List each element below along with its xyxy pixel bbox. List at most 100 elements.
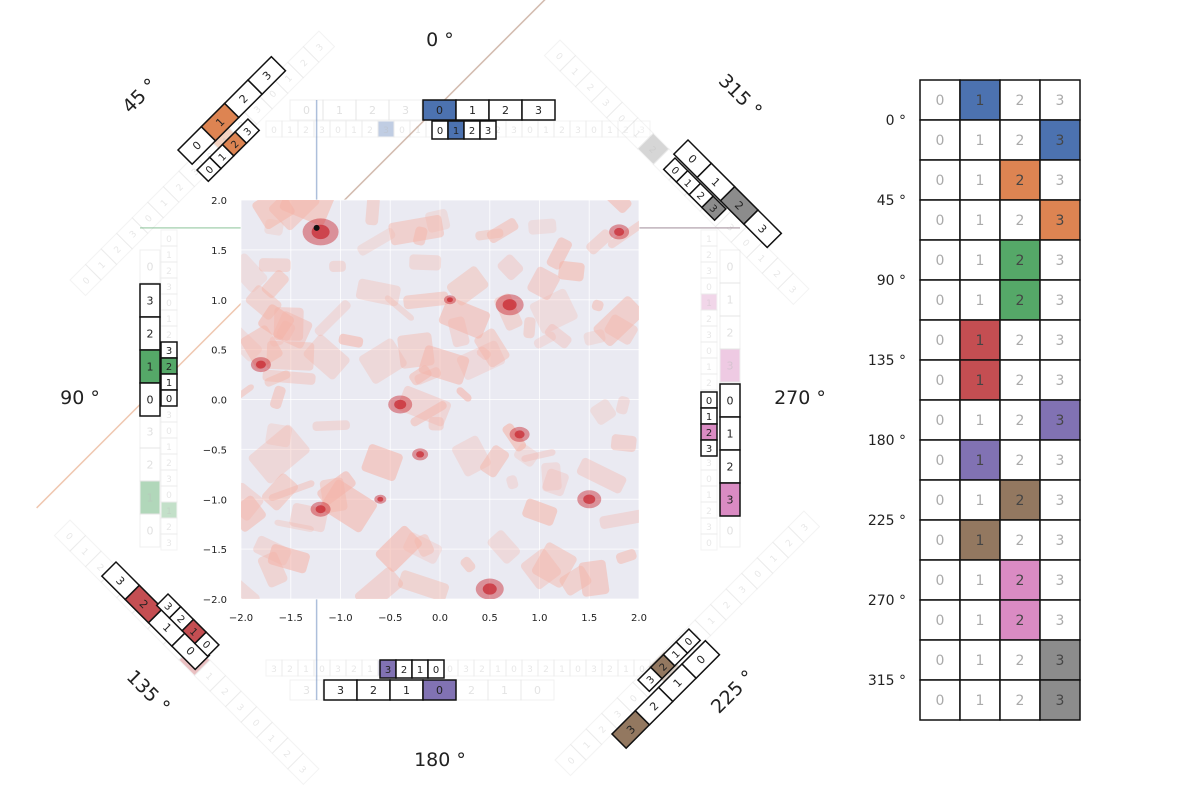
strip-cell-label: 1 xyxy=(706,299,712,309)
strip-cell xyxy=(265,659,283,677)
table-cell xyxy=(1039,559,1081,601)
strip-cell xyxy=(787,510,821,543)
strip-cell xyxy=(617,120,635,138)
row-angle-label: 90 ° xyxy=(877,273,906,289)
table-cell-label: 0 xyxy=(936,653,945,669)
table-cell-label: 2 xyxy=(1016,493,1025,509)
table-cell-label: 3 xyxy=(1056,333,1065,349)
heat-blob xyxy=(270,385,286,410)
strip-cell-label: 3 xyxy=(166,475,172,485)
heat-core xyxy=(377,496,384,502)
strip-cell-label: 1 xyxy=(367,665,373,675)
top-strip-coarse: 0 1 2 3 xyxy=(422,99,556,121)
heat-core xyxy=(614,227,625,236)
strip-cell-active xyxy=(719,348,741,383)
strip-cell-label: 1 xyxy=(415,126,421,136)
strip-cell-active xyxy=(160,501,178,519)
strip-cell-label: 2 xyxy=(584,83,595,94)
heat-blob xyxy=(529,288,578,334)
strip-cell-label: 2 xyxy=(607,665,613,675)
heat-blob xyxy=(480,445,509,478)
strip-cell-label: 2 xyxy=(219,687,230,698)
strip-cell-label: 1 xyxy=(403,684,410,697)
strip-cell xyxy=(281,659,299,677)
heat-blob xyxy=(264,218,284,236)
heat-blob xyxy=(586,229,613,255)
heat-core xyxy=(394,399,407,410)
strip-cell-label: 0 xyxy=(268,89,279,100)
strip-cell-label: 2 xyxy=(166,362,172,373)
strip-cell-label: 2 xyxy=(469,126,475,137)
strip-cell-label: 0 xyxy=(740,238,751,249)
heat-core xyxy=(315,505,326,514)
strip-cell-label: 0 xyxy=(436,684,443,697)
heat-blob xyxy=(559,565,592,596)
strip-cell xyxy=(719,249,741,284)
strip-cell-label: 0 xyxy=(437,126,443,137)
strip-cell xyxy=(160,261,178,279)
row-angle-label: 45 ° xyxy=(877,193,906,209)
table-cell xyxy=(919,199,961,241)
strip-cell-label: 0 xyxy=(166,491,172,501)
strip-cell-label: 0 xyxy=(436,104,443,117)
right-strip-fine: 0 1 2 3 xyxy=(700,391,718,457)
strip-cell-active xyxy=(422,679,457,701)
angle-label: 225 ° xyxy=(707,666,759,718)
table-cell xyxy=(919,79,961,121)
heat-blob xyxy=(607,217,639,249)
heat-blob xyxy=(474,328,510,368)
strip-cell-label: 2 xyxy=(706,507,712,517)
strip-cell-label: 1 xyxy=(495,665,501,675)
strip-cell xyxy=(521,99,556,121)
table-cell xyxy=(919,439,961,481)
strip-cell xyxy=(520,679,555,701)
strip-cell-label: 1 xyxy=(631,129,642,140)
strip-cell-label: 0 xyxy=(166,394,172,405)
heat-blob xyxy=(338,333,364,348)
heat-blob xyxy=(528,218,557,235)
strip-cell-label: 3 xyxy=(147,426,154,439)
strip-cell-label: 3 xyxy=(600,98,611,109)
angle-label: 180 ° xyxy=(414,749,466,771)
table-cell-label: 0 xyxy=(936,93,945,109)
strip-cell-label: 2 xyxy=(166,267,172,277)
strip-cell xyxy=(160,309,178,327)
heat-blob xyxy=(403,291,449,310)
heat-blob xyxy=(268,480,315,502)
strip-cell-label: 3 xyxy=(128,229,139,240)
table-row: 0 1 2 3 xyxy=(919,199,1081,241)
table-cell-active xyxy=(959,79,1001,121)
heat-blob xyxy=(262,369,316,385)
table-cell-label: 2 xyxy=(1016,373,1025,389)
table-row: 0 1 2 3 xyxy=(919,119,1081,161)
table-cell-active xyxy=(1039,679,1081,721)
table-cell xyxy=(999,679,1041,721)
right-strip-coarse: 0 1 2 3 xyxy=(719,383,741,517)
table-cell xyxy=(999,439,1041,481)
strip-cell xyxy=(160,485,178,503)
strip-cell-label: 2 xyxy=(495,126,501,136)
heat-core xyxy=(583,494,596,505)
strip-cell xyxy=(585,712,618,746)
table-cell-label: 3 xyxy=(1056,453,1065,469)
heat-blob xyxy=(409,254,442,271)
heat-blob xyxy=(558,261,585,282)
table-cell xyxy=(959,479,1001,521)
table-cell-label: 3 xyxy=(1056,573,1065,589)
heat-blob xyxy=(599,508,639,529)
strip-cell xyxy=(621,117,655,150)
table-cell xyxy=(999,199,1041,241)
strip-cell-label: 0 xyxy=(629,693,640,704)
strip-cell xyxy=(160,533,178,551)
strip-cell xyxy=(361,659,379,677)
heat-blob xyxy=(502,423,527,452)
left-strip-fine: 3 2 1 0 xyxy=(160,341,178,407)
strip-cell xyxy=(193,659,227,692)
table-cell-label: 1 xyxy=(976,93,985,109)
heat-blob xyxy=(576,457,627,494)
table-cell-label: 3 xyxy=(1056,653,1065,669)
strip-cell-label: 3 xyxy=(463,665,469,675)
table-row: 270 ° 0 1 2 3 xyxy=(868,559,1081,609)
